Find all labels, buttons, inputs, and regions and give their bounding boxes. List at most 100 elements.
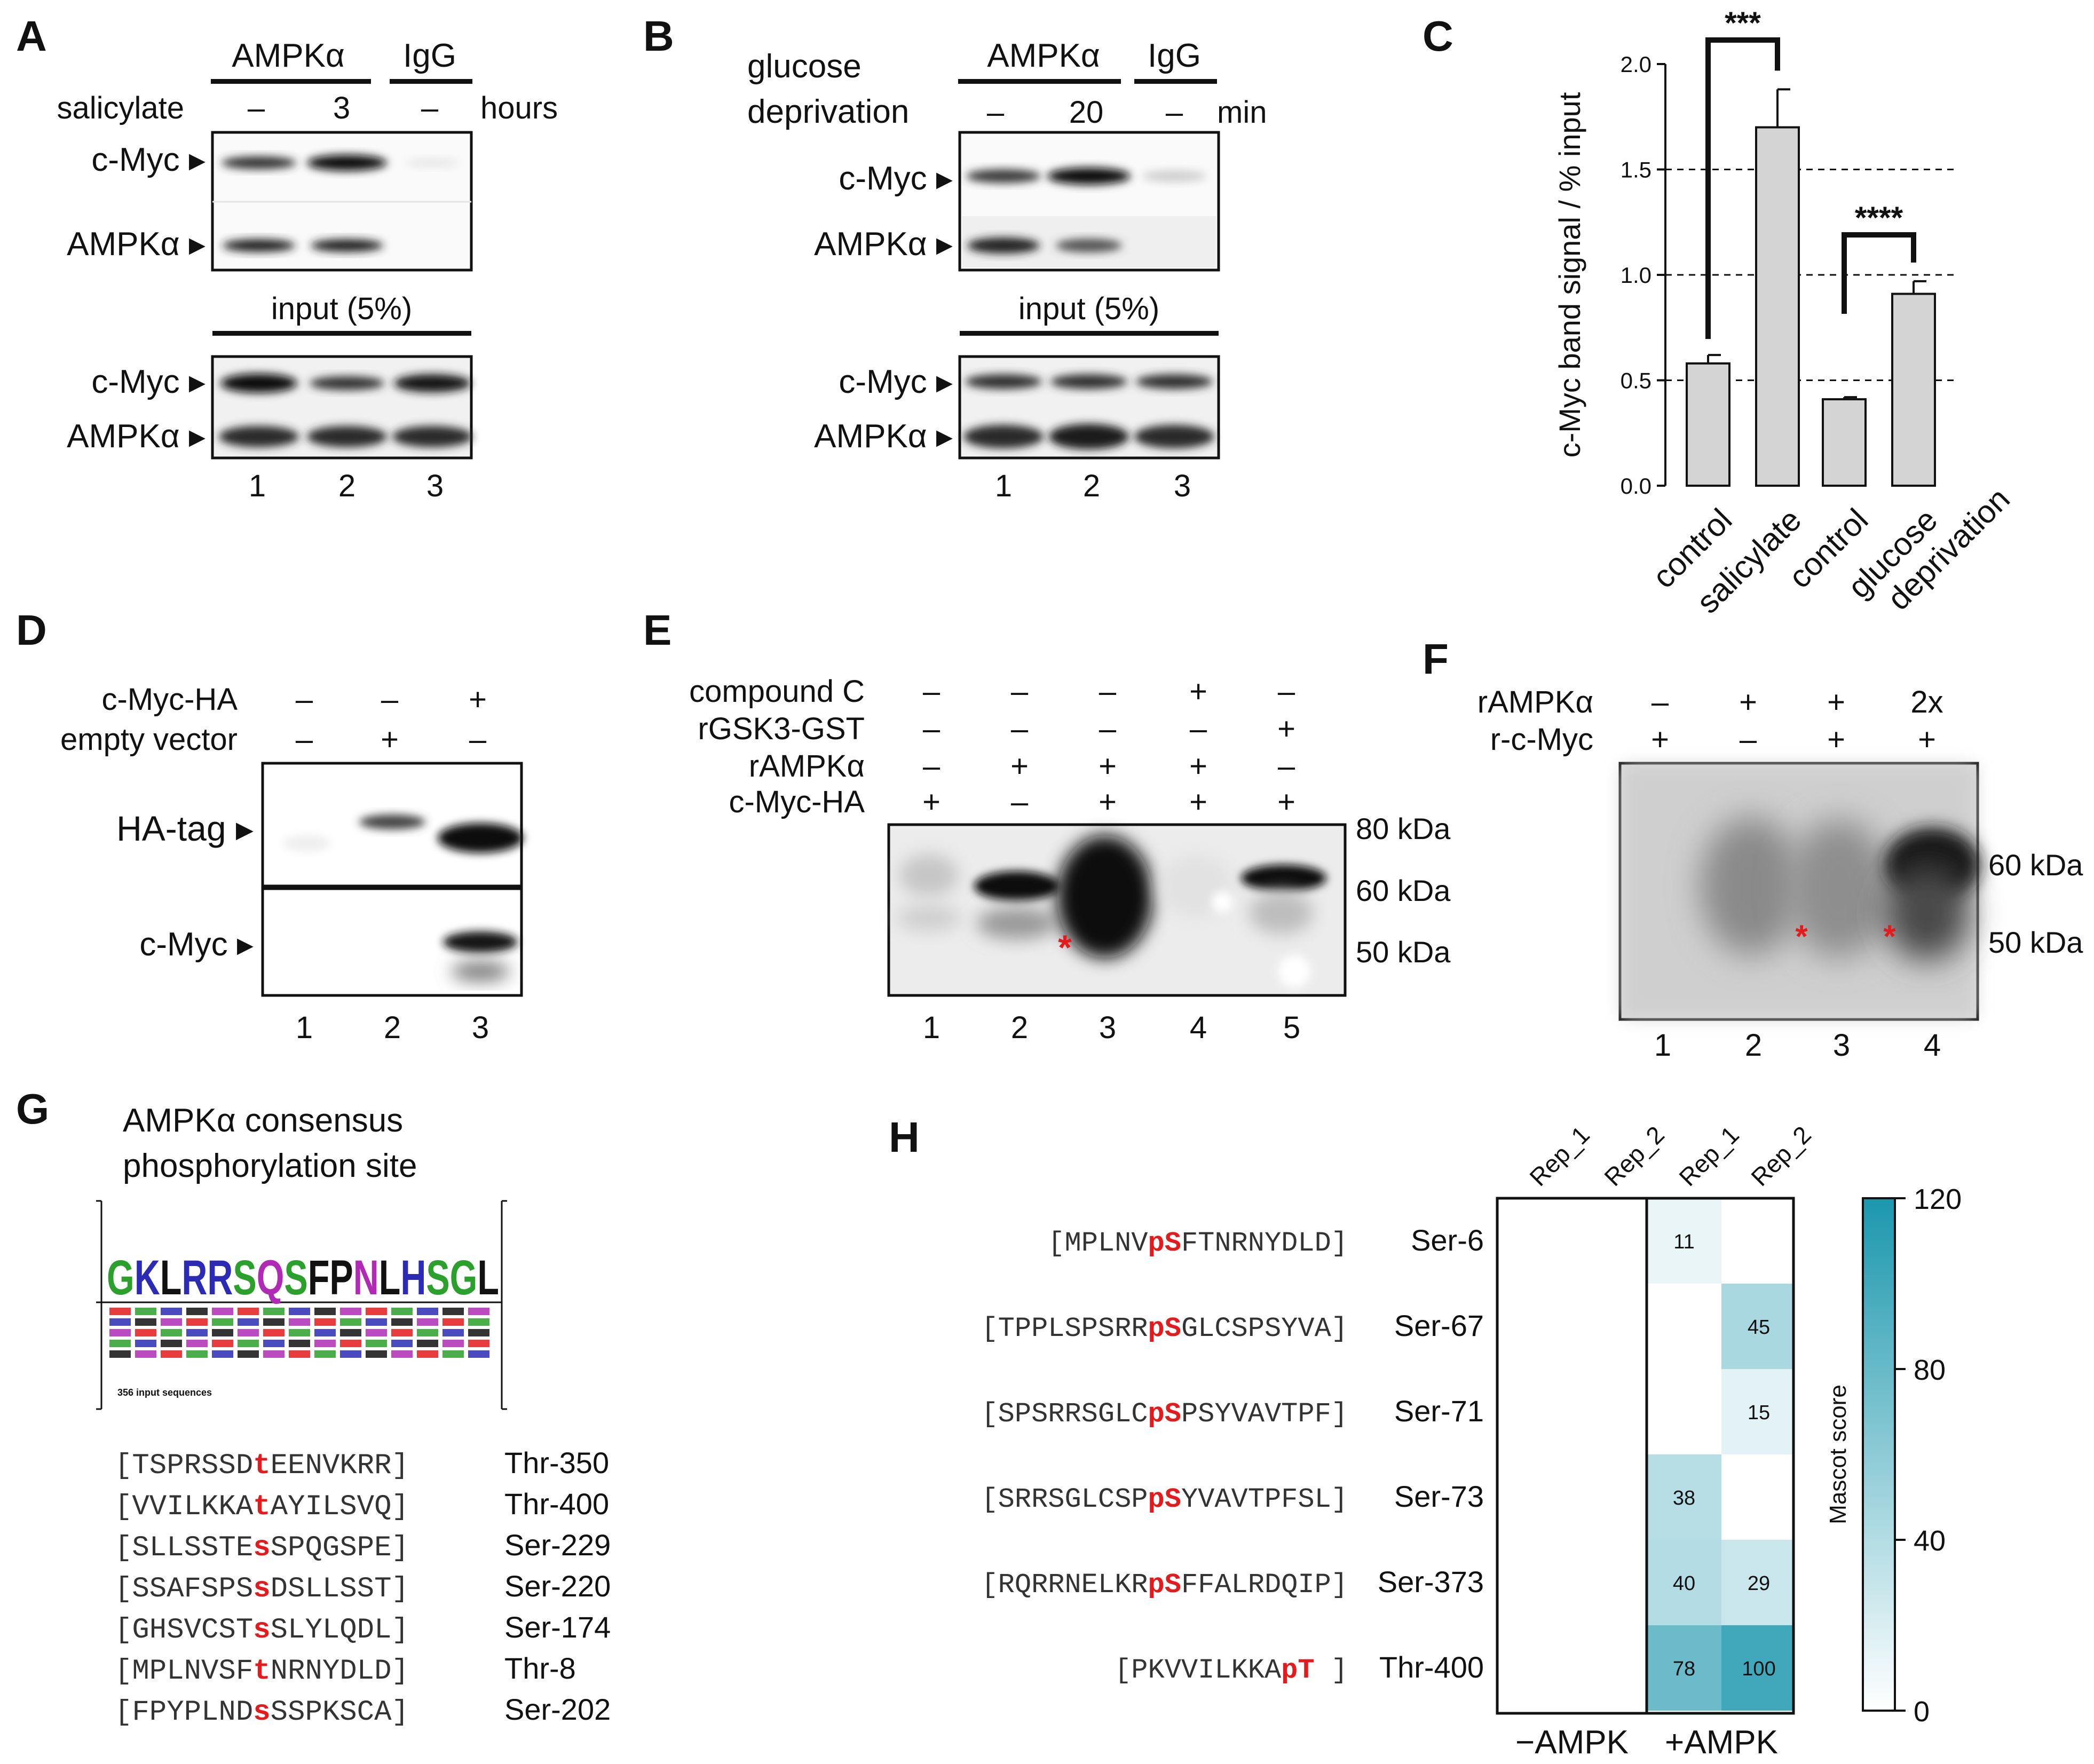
- heatmap-cell-value: 78: [1673, 1658, 1695, 1680]
- site-label: Ser-202: [504, 1692, 611, 1726]
- heatmap-cell: [1721, 1540, 1793, 1625]
- logo-negative-glyph: [468, 1318, 489, 1326]
- logo-negative-glyph: [135, 1308, 156, 1315]
- treatment-value: –: [987, 95, 1005, 130]
- condition-value: –: [923, 674, 941, 709]
- lane-number: 2: [1011, 1010, 1028, 1045]
- panel-letter-e: E: [643, 606, 671, 654]
- heatmap-cell-value: 29: [1748, 1572, 1770, 1595]
- condition-value: –: [296, 722, 313, 757]
- heatmap-cell-value: 45: [1748, 1316, 1770, 1339]
- heatmap-cell: [1647, 1198, 1721, 1284]
- band-smear: [899, 854, 958, 897]
- lane-number: 3: [1833, 1028, 1850, 1063]
- input-label: input (5%): [271, 291, 412, 326]
- logo-negative-glyph: [212, 1329, 233, 1336]
- significance-label: ****: [1855, 201, 1903, 235]
- blot-artifact: [1278, 955, 1310, 987]
- condition-value: +: [1277, 785, 1295, 819]
- input-label-ampk: AMPKα ▸: [67, 418, 206, 455]
- lane-number: 3: [1174, 469, 1191, 503]
- column-header: Rep_1: [1673, 1120, 1744, 1191]
- band-smear: [1884, 865, 1970, 961]
- condition-value: –: [296, 682, 313, 717]
- panel-letter-f: F: [1423, 635, 1449, 683]
- star-marker: *: [1058, 928, 1072, 967]
- logo-negative-glyph: [468, 1308, 489, 1315]
- panel-c: C 0.0 0.5 1.0 1.5 2.0 c-Myc band signal / % i…: [1423, 6, 2017, 620]
- colorbar-tick-label: 120: [1914, 1183, 1962, 1215]
- logo-negative-glyph: [109, 1329, 131, 1336]
- y-tick-label: 1.5: [1621, 157, 1652, 183]
- logo-negative-glyph: [263, 1308, 285, 1315]
- band-smear: [1788, 819, 1890, 958]
- heatmap-cell-value: 100: [1742, 1658, 1775, 1680]
- input-underline: [212, 331, 471, 336]
- band: [1047, 168, 1131, 185]
- treatment-unit: min: [1217, 95, 1267, 130]
- significance-bracket: [1705, 37, 1780, 339]
- site-label: Thr-400: [504, 1487, 609, 1521]
- y-axis-label: c-Myc band signal / % input: [1553, 92, 1586, 457]
- treatment-unit: hours: [480, 91, 558, 125]
- logo-negative-glyph: [186, 1308, 208, 1315]
- band: [1056, 239, 1122, 252]
- input-underline: [960, 331, 1219, 336]
- lane-number: 1: [1654, 1028, 1671, 1063]
- logo-negative-glyph: [109, 1318, 131, 1326]
- logo-negative-glyph: [391, 1340, 413, 1347]
- logo-consensus-letters: GKLRRSQSFPNLHSGL: [107, 1251, 499, 1305]
- condition-value: +: [381, 722, 399, 757]
- lane-number: 5: [1283, 1010, 1300, 1045]
- site-label: Ser-174: [504, 1610, 611, 1644]
- y-tick-label: 2.0: [1621, 52, 1652, 77]
- band-smear: [451, 962, 510, 981]
- mw-marker: 80 kDa: [1356, 812, 1451, 845]
- peptide-sequence: [SRRSGLCSPpSYVAVTPFSL]: [981, 1484, 1348, 1515]
- condition-value: +: [469, 682, 487, 717]
- blot-label-cmyc: c-Myc ▸: [839, 160, 953, 197]
- condition-value: –: [381, 682, 399, 717]
- band: [283, 835, 331, 851]
- logo-negative-glyph: [340, 1308, 361, 1315]
- site-label: Thr-350: [504, 1446, 609, 1480]
- band: [974, 871, 1060, 901]
- condition-value: 2x: [1910, 685, 1943, 719]
- panel-h: H Rep_1 Rep_2 Rep_1 Rep_2 11[MPLNVpSFTNRNYD…: [889, 1113, 1962, 1761]
- logo-negative-glyph: [161, 1308, 182, 1315]
- band: [963, 425, 1044, 448]
- blot-label-ampk: AMPKα ▸: [67, 226, 206, 263]
- panel-a: A AMPKα IgG salicylate – 3 – hours c-Myc…: [16, 12, 558, 503]
- logo-negative-glyph: [314, 1340, 336, 1347]
- band: [1050, 374, 1127, 389]
- logo-negative-glyph: [417, 1340, 438, 1347]
- condition-value: –: [923, 711, 941, 746]
- treatment-value: 20: [1069, 95, 1104, 130]
- logo-negative-glyph: [263, 1350, 285, 1358]
- band-smear: [897, 905, 961, 931]
- band: [310, 376, 384, 390]
- site-sequence: [MPLNVSFtNRNYDLD]: [115, 1655, 409, 1688]
- blot-label-ha: HA-tag ▸: [116, 809, 254, 848]
- logo-negative-glyph: [442, 1350, 464, 1358]
- logo-negative-glyph: [135, 1350, 156, 1358]
- condition-label: c-Myc-HA: [729, 785, 865, 819]
- logo-caption: 356 input sequences: [117, 1387, 212, 1398]
- logo-negative-glyph: [212, 1308, 233, 1315]
- bar-chart: 0.0 0.5 1.0 1.5 2.0 c-Myc band signal / % inp…: [1553, 6, 2017, 620]
- blot-label-cmyc: c-Myc ▸: [91, 141, 206, 178]
- heatmap-cell-value: 38: [1673, 1487, 1695, 1509]
- ip-header-igg: IgG: [1148, 37, 1201, 74]
- logo-negative-glyph: [340, 1318, 361, 1326]
- panel-g: G AMPKα consensus phosphorylation site G…: [16, 1085, 611, 1729]
- peptide-site-label: Ser-73: [1394, 1480, 1484, 1513]
- lane-number: 4: [1190, 1010, 1207, 1045]
- condition-value: +: [1189, 749, 1207, 784]
- heatmap-cell-value: 11: [1673, 1231, 1694, 1253]
- mw-marker: 50 kDa: [1356, 935, 1451, 969]
- condition-value: –: [1652, 685, 1669, 719]
- band: [438, 823, 523, 853]
- bar: [1822, 398, 1867, 487]
- condition-value: +: [922, 785, 941, 819]
- peptide-site-label: Ser-67: [1394, 1309, 1484, 1342]
